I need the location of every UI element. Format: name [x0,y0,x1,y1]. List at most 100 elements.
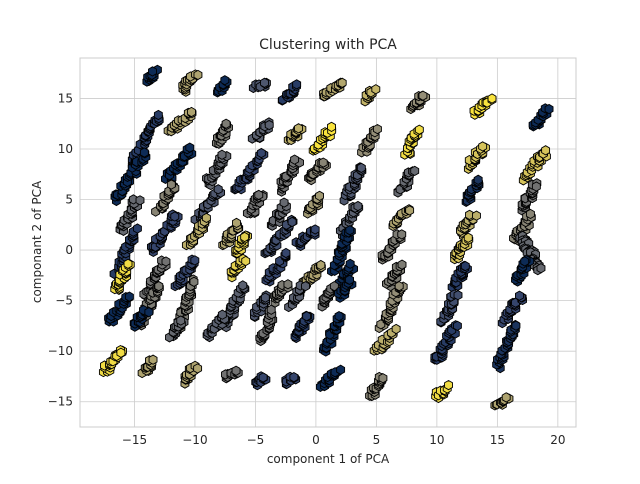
scatter-point [478,141,488,152]
scatter-point [444,379,453,391]
scatter-point [378,373,388,384]
scatter-point [148,354,158,365]
scatter-point [310,224,320,235]
scatter-point [301,281,310,292]
scatter-point [193,69,203,81]
scatter-point [256,147,266,159]
grid-lines [80,58,576,427]
y-tick-label: 15 [58,91,73,105]
scatter-point [463,232,473,243]
scatter-point [213,184,223,195]
scatter-point [240,231,250,243]
scatter-point [132,223,142,234]
scatter-point [511,320,521,331]
scatter-point [260,77,269,88]
scatter-point [170,211,180,222]
scatter-point [302,311,312,322]
scatter-point [283,279,293,290]
scatter-point [541,145,551,156]
scatter-point [345,274,354,285]
scatter-point [520,256,530,267]
x-tick-label: 10 [429,433,444,447]
scatter-point [279,197,289,208]
scatter-point [473,174,483,185]
scatter-point [353,200,363,212]
x-tick-label: 0 [312,433,320,447]
scatter-point [536,263,546,274]
x-tick-label: −5 [247,433,265,447]
scatter-point [201,212,211,224]
scatter-point [148,66,157,77]
scatter-point [260,292,270,303]
scatter-point [337,77,347,88]
scatter-point [531,181,541,192]
scatter-point [123,258,133,269]
scatter-point [294,123,303,134]
scatter-point [397,229,407,240]
scatter-point [394,281,404,292]
scatter-point [460,260,470,272]
y-axis-label: componant 2 of PCA [30,180,44,303]
scatter-point [290,154,300,165]
scatter-point [373,123,382,135]
plot-frame [79,57,577,428]
scatter-point [327,121,336,132]
scatter-point [154,281,164,292]
scatter-point [487,93,497,104]
scatter-point [217,309,227,320]
scatter-point [161,256,171,267]
x-tick-label: −15 [122,433,147,447]
scatter-point [526,208,535,220]
scatter-point [238,280,248,291]
scatter-point [187,106,196,118]
scatter-point [472,210,481,221]
scatter-point [345,258,355,269]
x-axis-label: component 1 of PCA [267,452,390,466]
scatter-point [220,75,230,86]
scatter-point [135,195,145,206]
scatter-point [453,290,463,301]
scatter-point [287,216,297,228]
scatter-point [289,372,299,383]
scatter-point [418,90,428,101]
scatter-point [397,259,407,270]
scatter-point [405,205,415,216]
scatter-point [258,372,268,383]
scatter-point [356,162,366,173]
y-tick-label: −10 [48,344,73,358]
scatter-point [166,179,176,190]
scatter-point [254,189,264,201]
x-tick-labels: −15 −10 −5 0 5 10 15 20 [122,433,566,447]
scatter-point [318,157,328,168]
x-tick-label: 5 [373,433,381,447]
scatter-point [501,392,511,403]
x-tick-label: 20 [550,433,565,447]
y-tick-label: −5 [55,294,73,308]
x-tick-label: −10 [182,433,207,447]
scatter-point [515,290,524,301]
scatter-point [266,304,276,315]
scatter-point [176,315,186,326]
scatter-point [264,119,274,131]
scatter-point [292,79,302,90]
scatter-point [124,291,134,302]
scatter-point [231,365,241,376]
scatter-point [336,364,346,375]
scatter-point [153,109,163,121]
y-tick-label: −15 [48,395,73,409]
x-tick-label: 15 [490,433,505,447]
scatter-point [452,320,462,331]
scatter-point [232,217,241,229]
chart-title: Clustering with PCA [259,37,397,53]
scatter-point [391,323,401,335]
y-tick-label: 0 [65,243,73,257]
scatter-point [217,149,227,160]
scatter-point [116,347,126,358]
scatter-point [316,259,326,271]
y-tick-label: 5 [65,193,73,207]
scatter-point [185,142,195,153]
scatter-point [334,310,344,322]
